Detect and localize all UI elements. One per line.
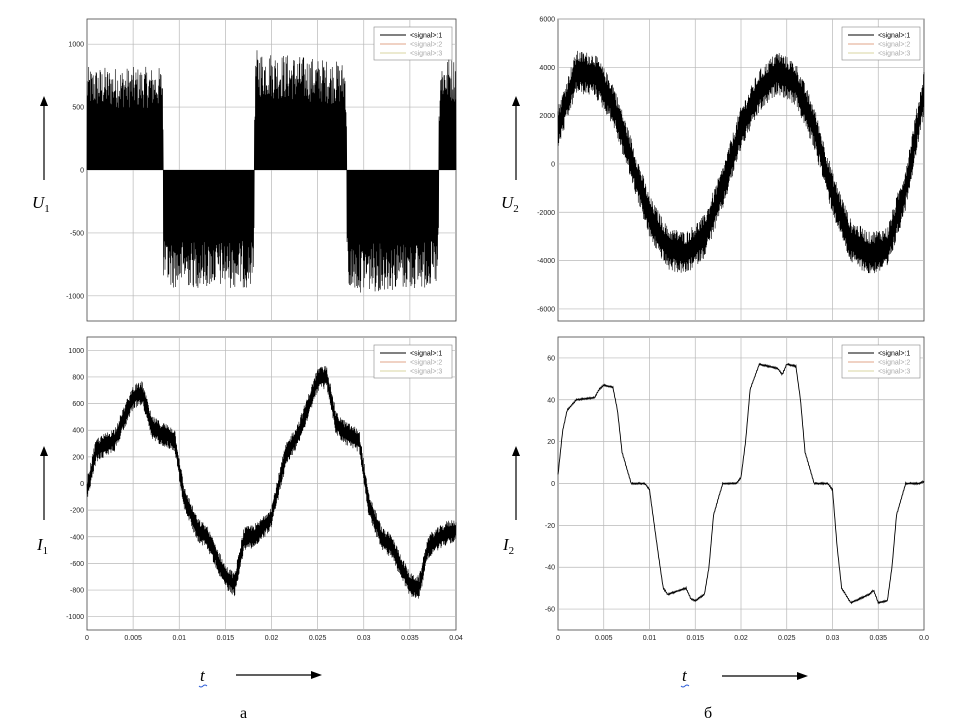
i1-ytick-label: 800 [72, 374, 84, 381]
i2-xtick-label: 0 [556, 635, 560, 642]
i1-chart: -1000 -800 -600 -400 -200 0 200 400 600 800 1000 0 0… [66, 336, 463, 642]
u2-subscript: 2 [513, 203, 519, 215]
i1-series-signal-1 [86, 366, 457, 599]
i1-xtick-label: 0.035 [401, 635, 419, 642]
u2-ytick-label: 6000 [539, 17, 555, 24]
i1-ytick-label: -200 [70, 508, 84, 515]
i2-ytick-label: -20 [545, 523, 555, 530]
i1-xtick-label: 0.04 [449, 635, 463, 642]
legend-entry: <signal>:3 [878, 369, 910, 376]
legend-entry: <signal>:3 [410, 369, 442, 376]
svg-text:I2: I2 [502, 535, 514, 557]
i2-ytick-label: 20 [547, 439, 555, 446]
time-axis-label-left: t [198, 666, 322, 688]
u2-ytick-label: 4000 [539, 65, 555, 72]
i1-xtick-label: 0 [85, 635, 89, 642]
i2-axis-label: I2 [502, 446, 520, 557]
i1-xtick-label: 0.01 [172, 635, 186, 642]
i1-xtick-label: 0.03 [357, 635, 371, 642]
i1-xtick-label: 0.025 [309, 635, 327, 642]
legend-entry: <signal>:1 [878, 33, 910, 40]
u2-ytick-label: 0 [551, 161, 555, 168]
u1-ytick-label: -1000 [66, 293, 84, 300]
u2-series-signal-1 [557, 50, 925, 274]
i2-series-signal-1 [557, 362, 925, 605]
u1-ytick-label: 0 [80, 168, 84, 175]
legend-entry: <signal>:1 [410, 33, 442, 40]
i1-ytick-label: 600 [72, 401, 84, 408]
i1-ytick-label: -800 [70, 588, 84, 595]
i2-xtick-label: 0.02 [734, 635, 748, 642]
i2-ytick-label: -60 [545, 607, 555, 614]
u1-chart: -1000-50005001000<signal>:1<signal>:2<si… [66, 18, 457, 322]
i2-legend: <signal>:1 <signal>:2 <signal>:3 [841, 344, 921, 379]
svg-text:U2: U2 [501, 193, 519, 215]
i2-xtick-label: 0.035 [869, 635, 887, 642]
t-symbol-right: t [682, 666, 688, 685]
i1-xtick-label: 0.02 [265, 635, 279, 642]
u2-ytick-label: 2000 [539, 113, 555, 120]
u2-symbol: U [501, 193, 515, 212]
i2-subscript: 2 [509, 545, 515, 557]
u2-ytick-label: -4000 [537, 258, 555, 265]
u1-subscript: 1 [44, 203, 50, 215]
i1-ytick-label: -1000 [66, 614, 84, 621]
i1-ytick-label: -400 [70, 534, 84, 541]
time-axis-label-right: t [680, 666, 808, 688]
u2-ytick-label: -2000 [537, 210, 555, 217]
i1-ytick-label: -600 [70, 561, 84, 568]
legend-entry: <signal>:2 [410, 360, 442, 367]
i2-ytick-label: 60 [547, 355, 555, 362]
i1-ytick-label: 400 [72, 428, 84, 435]
i2-ytick-label: 40 [547, 397, 555, 404]
u2-chart: -6000-4000-20000200040006000<signal>:1<s… [537, 17, 925, 322]
u2-ytick-label: -6000 [537, 306, 555, 313]
u1-ytick-label: -500 [70, 230, 84, 237]
i1-ytick-label: 1000 [68, 348, 84, 355]
i2-xtick-label: 0.0 [919, 635, 929, 642]
i2-xtick-label: 0.015 [686, 635, 704, 642]
i2-chart: -60 -40 -20 0 20 40 60 0 0.005 0.01 0.015 0.02 0.025… [545, 336, 929, 642]
legend-entry: <signal>:1 [878, 351, 910, 358]
i1-legend: <signal>:1 <signal>:2 <signal>:3 [373, 344, 453, 379]
i2-xtick-label: 0.01 [643, 635, 657, 642]
legend-entry: <signal>:2 [410, 42, 442, 49]
u1-legend: <signal>:1 <signal>:2 <signal>:3 [373, 26, 453, 61]
svg-text:U1: U1 [32, 193, 50, 215]
i1-xtick-label: 0.015 [217, 635, 235, 642]
i1-ytick-label: 200 [72, 454, 84, 461]
i1-xtick-label: 0.005 [124, 635, 142, 642]
i1-subscript: 1 [43, 545, 49, 557]
caption-b: б [704, 705, 712, 722]
i2-symbol: I [502, 535, 510, 554]
u2-axis-label: U2 [501, 96, 520, 215]
u1-series-signal-1 [86, 50, 457, 293]
i1-symbol: I [36, 535, 44, 554]
legend-entry: <signal>:3 [878, 51, 910, 58]
t-symbol-left: t [200, 666, 206, 685]
u2-legend: <signal>:1 <signal>:2 <signal>:3 [841, 26, 921, 61]
svg-text:I1: I1 [36, 535, 48, 557]
u1-axis-label: U1 [32, 96, 50, 215]
legend-entry: <signal>:3 [410, 51, 442, 58]
i1-axis-label: I1 [36, 446, 48, 557]
i1-ytick-label: 0 [80, 481, 84, 488]
legend-entry: <signal>:1 [410, 351, 442, 358]
u1-ytick-label: 500 [72, 105, 84, 112]
legend-entry: <signal>:2 [878, 42, 910, 49]
i2-xtick-label: 0.005 [595, 635, 613, 642]
i2-ytick-label: 0 [551, 481, 555, 488]
i2-xtick-label: 0.025 [778, 635, 796, 642]
i2-ytick-label: -40 [545, 565, 555, 572]
caption-a: а [240, 705, 247, 722]
legend-entry: <signal>:2 [878, 360, 910, 367]
u1-ytick-label: 1000 [68, 42, 84, 49]
u1-symbol: U [32, 193, 46, 212]
i2-xtick-label: 0.03 [826, 635, 840, 642]
